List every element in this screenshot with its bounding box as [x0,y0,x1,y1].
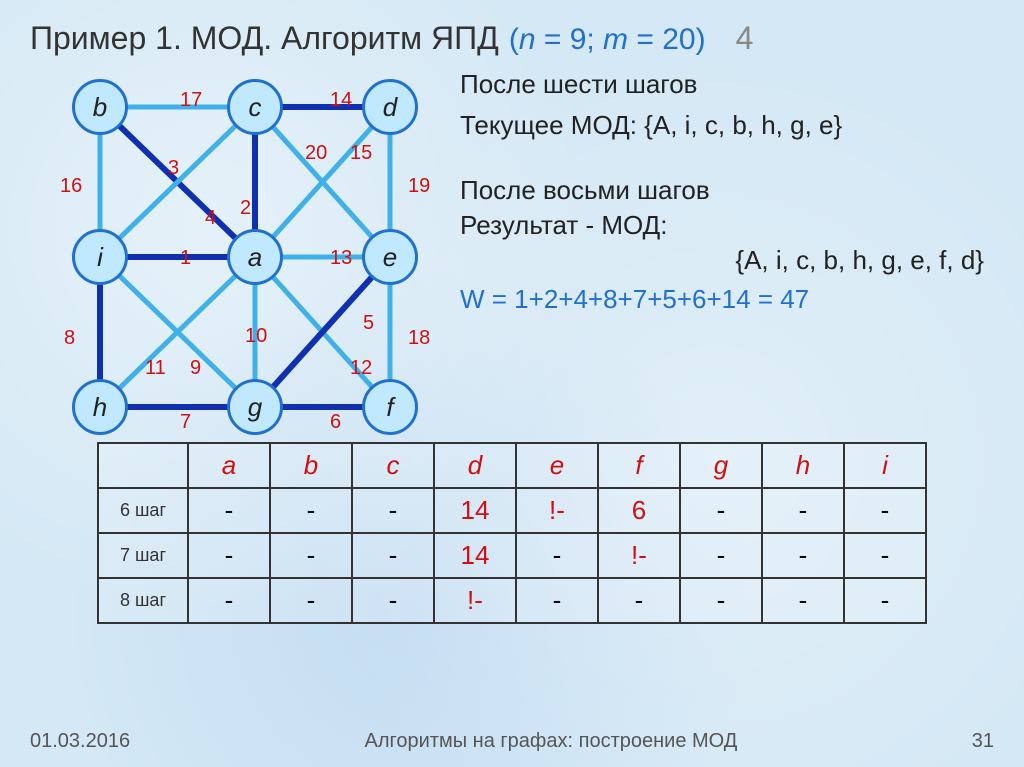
cell: - [680,533,762,578]
col-f: f [598,443,680,488]
cell: - [352,578,434,623]
footer-title: Алгоритмы на графах: построение МОД [365,730,738,753]
slide-title: Пример 1. МОД. Алгоритм ЯПД [30,20,499,57]
result-mst-label: Результат - МОД: [460,208,994,243]
edge-weight-b-a: 4 [205,207,216,230]
edge-weight-d-e: 19 [408,175,430,198]
cell: - [516,578,598,623]
node-f: f [362,379,418,435]
edge-weight-a-h: 11 [145,357,166,380]
current-mst-set: {A, i, c, b, h, g, e} [644,110,842,140]
footer-date: 01.03.2016 [30,730,130,753]
edge-weight-a-g: 10 [245,325,267,348]
cell: - [516,533,598,578]
cell: - [352,533,434,578]
node-g: g [227,379,283,435]
node-b: b [72,79,128,135]
row-label: 8 шаг [98,578,188,623]
node-h: h [72,379,128,435]
cell: - [270,578,352,623]
cell: - [762,578,844,623]
cell: - [762,488,844,533]
row-label: 6 шаг [98,488,188,533]
edge-weight-h-g: 7 [180,411,191,434]
cell: !- [434,578,516,623]
col-h: h [762,443,844,488]
footer-page: 31 [972,730,994,753]
after-six-steps: После шести шагов [460,67,994,102]
cell: !- [516,488,598,533]
col-c: c [352,443,434,488]
cell: - [188,578,270,623]
edge-weight-c-i: 3 [168,157,179,180]
edge-weight-i-h: 8 [64,327,75,350]
col-a: a [188,443,270,488]
edge-weight-e-f: 18 [408,327,430,350]
node-e: e [362,229,418,285]
cell: 14 [434,488,516,533]
description-text: После шести шагов Текущее МОД: {A, i, c,… [450,67,994,427]
node-i: i [72,229,128,285]
after-eight-steps: После восьми шагов [460,173,994,208]
cell: - [352,488,434,533]
cell: - [188,488,270,533]
cell: - [680,578,762,623]
col-d: d [434,443,516,488]
edge-weight-c-d: 14 [330,89,352,112]
edge-weight-b-c: 17 [180,89,202,112]
edge-weight-a-e: 13 [330,247,352,270]
node-d: d [362,79,418,135]
edge-weight-b-i: 16 [60,175,82,198]
weight-sum: W = 1+2+4+8+7+5+6+14 = 47 [460,282,994,317]
edge-weight-i-g: 9 [190,357,201,380]
title-page-badge: 4 [736,20,754,57]
node-a: a [227,229,283,285]
cell: !- [598,533,680,578]
table-corner [98,443,188,488]
col-i: i [844,443,926,488]
cell: - [844,533,926,578]
row-label: 7 шаг [98,533,188,578]
col-e: e [516,443,598,488]
edge-weight-c-e: 20 [305,142,327,165]
col-g: g [680,443,762,488]
cell: - [598,578,680,623]
edge-weight-e-g: 5 [363,312,374,335]
cell: - [270,488,352,533]
result-mst-set: {A, i, c, b, h, g, e, f, d} [460,243,994,278]
graph-diagram: bcdiaehgf 171416219113810187643201591112… [30,67,450,427]
edge-weight-c-a: 2 [240,197,251,220]
cell: - [270,533,352,578]
edge-weight-i-a: 1 [180,247,191,270]
steps-table: abcdefghi6 шаг---14!-6---7 шаг---14-!---… [97,442,927,624]
edge-weight-d-a: 15 [350,142,372,165]
title-row: Пример 1. МОД. Алгоритм ЯПД (n = 9; m = … [30,20,994,57]
edge-weight-a-f: 12 [350,357,372,380]
slide-footer: 01.03.2016 Алгоритмы на графах: построен… [30,730,994,753]
col-b: b [270,443,352,488]
cell: - [844,488,926,533]
title-params: (n = 9; m = 20) [509,23,706,57]
edge-weight-g-f: 6 [330,411,341,434]
node-c: c [227,79,283,135]
cell: - [844,578,926,623]
cell: - [188,533,270,578]
current-mst-label: Текущее МОД: [460,110,644,140]
cell: - [680,488,762,533]
cell: - [762,533,844,578]
cell: 14 [434,533,516,578]
cell: 6 [598,488,680,533]
